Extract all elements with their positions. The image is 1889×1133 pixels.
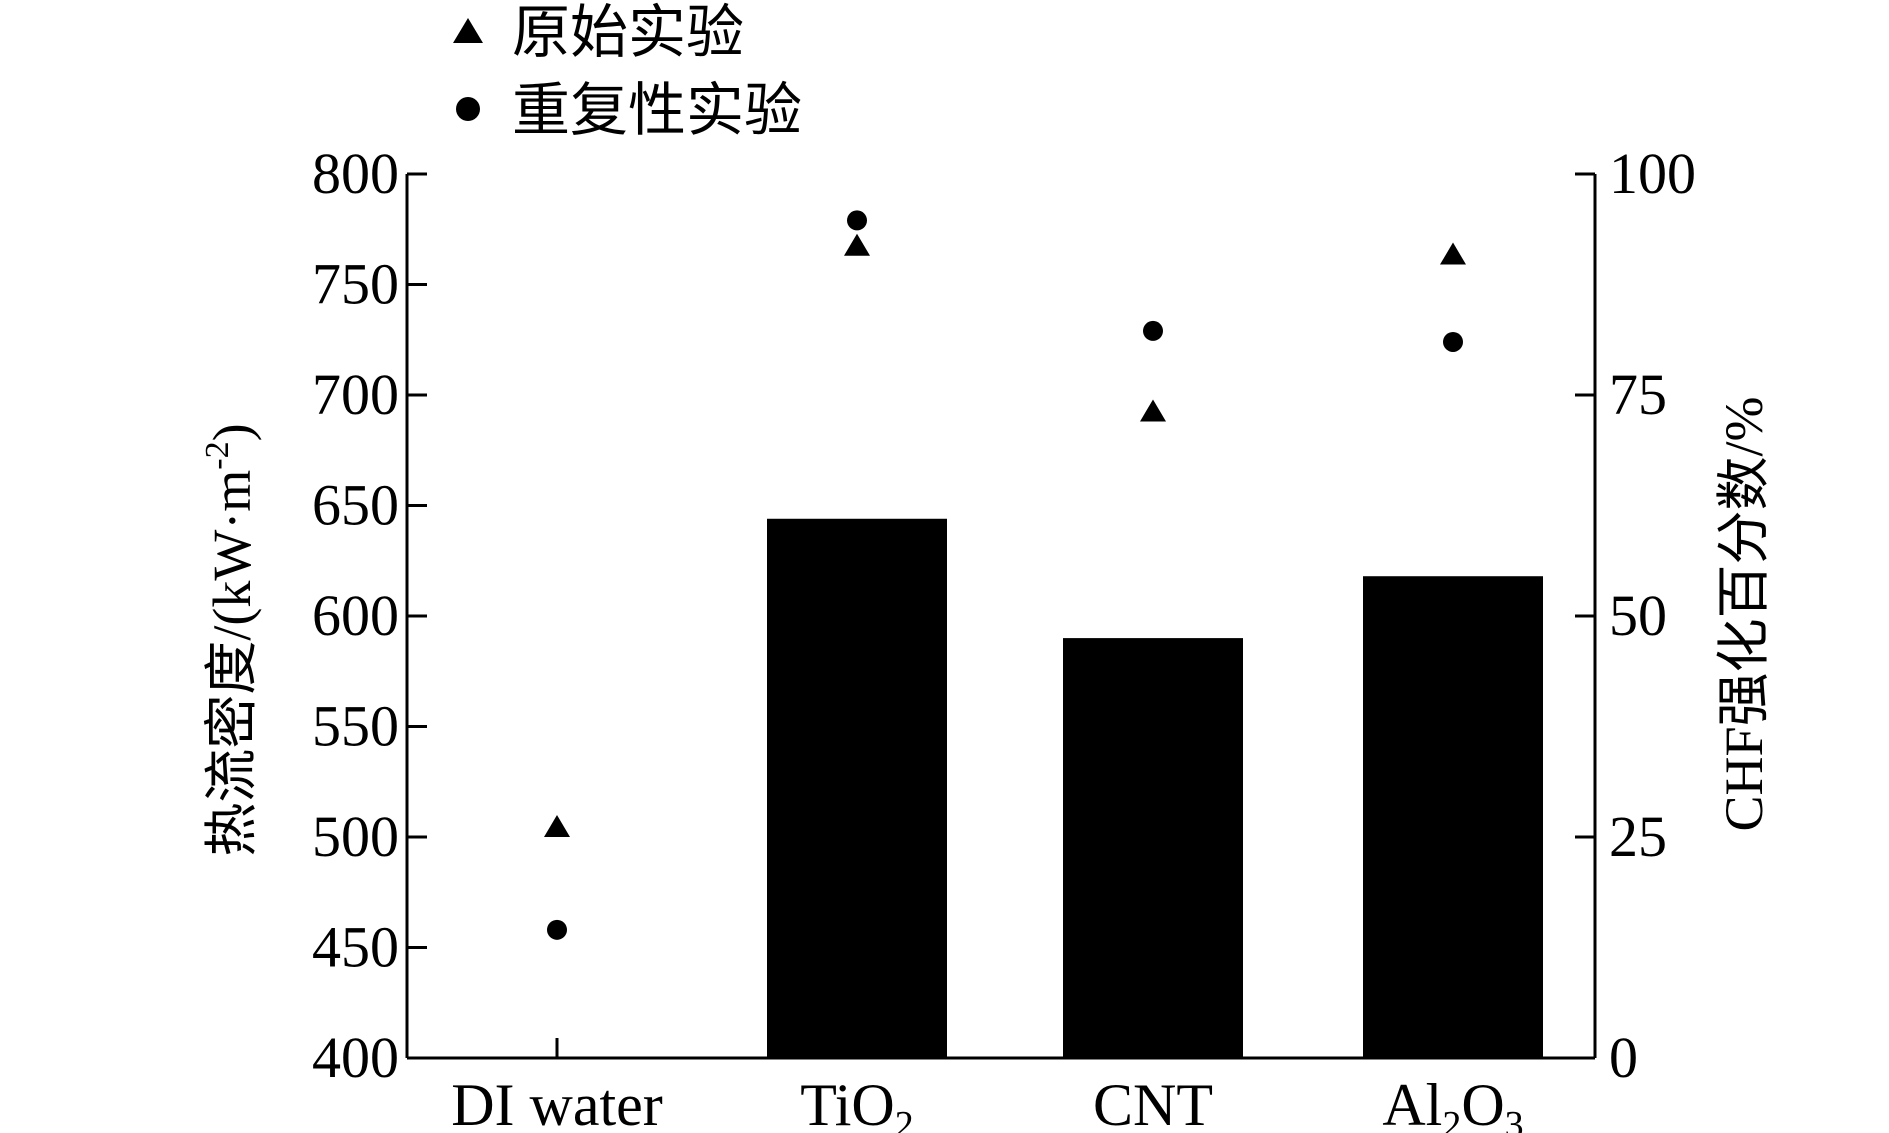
circle-point-2 bbox=[1143, 320, 1163, 341]
left-axis-ticks: 400 450 500 550 600 650 700 750 800 bbox=[312, 141, 427, 1090]
legend-label-original: 原始实验 bbox=[512, 0, 744, 65]
bar-3 bbox=[1363, 576, 1543, 1058]
x-tick-label-sub: 2 bbox=[1442, 1104, 1461, 1133]
left-tick-label-1: 450 bbox=[312, 915, 399, 980]
legend: 原始实验 重复性实验 bbox=[453, 0, 802, 143]
x-tick-label-3: Al2O3 bbox=[1382, 1072, 1523, 1133]
right-tick-label-4: 100 bbox=[1609, 141, 1696, 206]
x-tick-label-base: Al bbox=[1382, 1072, 1442, 1133]
legend-circle-marker bbox=[456, 97, 480, 121]
x-tick-label-base: TiO bbox=[800, 1072, 895, 1133]
bar-2 bbox=[1063, 638, 1243, 1058]
x-axis-ticks: DI water TiO2 CNT Al2O3 bbox=[451, 1038, 1524, 1133]
circle-point-0 bbox=[547, 919, 567, 940]
x-tick-label-0: DI water bbox=[451, 1072, 663, 1133]
left-axis-title: 热流密度/(kW·m-2) bbox=[199, 423, 262, 856]
x-tick-label-base: DI water bbox=[451, 1072, 663, 1133]
right-tick-label-1: 25 bbox=[1609, 804, 1667, 869]
x-tick-label-base: CNT bbox=[1093, 1072, 1213, 1133]
left-tick-label-0: 400 bbox=[312, 1025, 399, 1090]
left-axis-title-main: 热流密度/(kW·m bbox=[202, 470, 262, 857]
right-axis-title: CHF强化百分数/% bbox=[1714, 396, 1774, 831]
legend-label-repeat: 重复性实验 bbox=[512, 78, 802, 143]
triangle-point-0 bbox=[544, 814, 570, 837]
right-tick-label-3: 75 bbox=[1609, 362, 1667, 427]
right-tick-label-0: 0 bbox=[1609, 1025, 1638, 1090]
x-tick-label-2: CNT bbox=[1093, 1072, 1213, 1133]
left-axis-title-close: ) bbox=[202, 423, 262, 441]
x-tick-label-1: TiO2 bbox=[800, 1072, 914, 1133]
bar-group bbox=[767, 518, 1543, 1058]
scatter-points bbox=[544, 210, 1466, 940]
triangle-point-3 bbox=[1440, 242, 1466, 265]
left-tick-label-6: 700 bbox=[312, 362, 399, 427]
left-tick-label-3: 550 bbox=[312, 694, 399, 759]
left-tick-label-5: 650 bbox=[312, 473, 399, 538]
triangle-point-1 bbox=[844, 233, 870, 256]
circle-point-1 bbox=[847, 210, 867, 231]
x-tick-label-tail: O bbox=[1461, 1072, 1504, 1133]
bar-1 bbox=[767, 518, 947, 1058]
right-axis-ticks: 0 25 50 75 100 bbox=[1575, 141, 1696, 1090]
right-tick-label-2: 50 bbox=[1609, 583, 1667, 648]
legend-triangle-marker bbox=[453, 18, 483, 43]
left-tick-label-4: 600 bbox=[312, 583, 399, 648]
left-axis-title-sup: -2 bbox=[199, 441, 236, 469]
left-tick-label-2: 500 bbox=[312, 804, 399, 869]
x-tick-label-sub2: 3 bbox=[1505, 1104, 1524, 1133]
circle-point-3 bbox=[1443, 331, 1463, 352]
triangle-point-2 bbox=[1140, 399, 1166, 422]
left-tick-label-8: 800 bbox=[312, 141, 399, 206]
left-tick-label-7: 750 bbox=[312, 252, 399, 317]
x-tick-label-sub: 2 bbox=[895, 1104, 914, 1133]
